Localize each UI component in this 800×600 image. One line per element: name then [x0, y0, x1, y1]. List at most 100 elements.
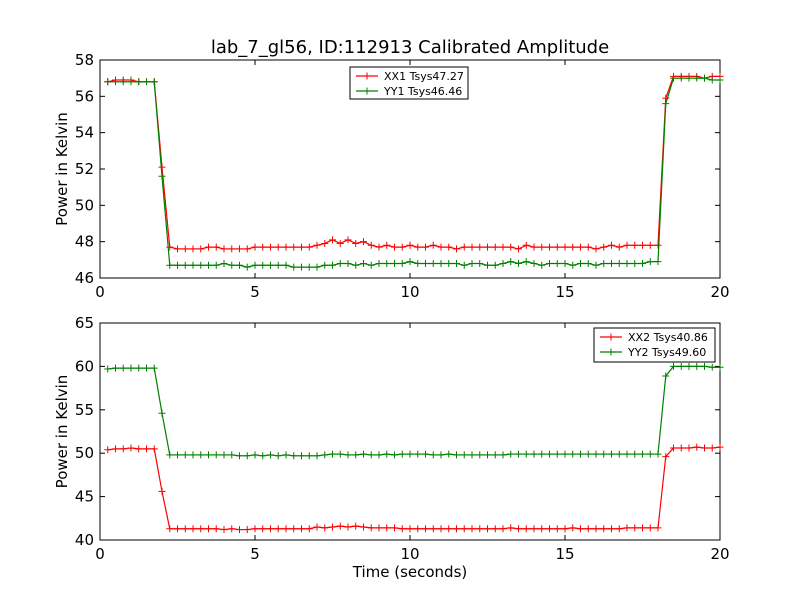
data-point	[274, 452, 282, 460]
legend-entry-label: YY1 Tsys46.46	[383, 85, 462, 98]
data-point	[561, 243, 569, 251]
data-point	[429, 525, 437, 533]
data-point	[522, 525, 530, 533]
y-tick-label: 50	[75, 196, 94, 214]
data-point	[468, 451, 476, 459]
y-tick-label: 52	[75, 160, 94, 178]
data-point	[546, 259, 553, 267]
data-point	[631, 259, 639, 267]
data-point	[336, 259, 344, 267]
data-point	[189, 451, 197, 459]
data-point	[623, 524, 631, 532]
data-point	[375, 259, 383, 267]
data-point	[685, 362, 693, 370]
data-point	[538, 450, 546, 458]
data-point	[360, 238, 367, 246]
y-tick-label: 48	[75, 233, 94, 251]
data-point	[561, 259, 569, 267]
data-point	[429, 241, 437, 249]
data-point	[383, 524, 391, 532]
data-point	[150, 364, 158, 372]
data-point	[453, 451, 460, 459]
data-point	[530, 259, 538, 267]
data-point	[181, 261, 189, 269]
data-point	[119, 364, 127, 372]
data-point	[453, 525, 460, 533]
x-tick-label: 5	[250, 283, 260, 301]
data-point	[507, 258, 515, 266]
data-point	[623, 241, 631, 249]
data-point	[112, 445, 119, 453]
data-point	[468, 525, 476, 533]
data-point	[112, 78, 119, 86]
data-point	[460, 243, 468, 251]
data-point	[251, 243, 259, 251]
data-point	[716, 443, 724, 451]
data-point	[460, 261, 468, 269]
data-point	[352, 522, 360, 530]
data-point	[693, 362, 701, 370]
data-point	[166, 261, 174, 269]
data-point	[205, 451, 212, 459]
data-point	[282, 525, 290, 533]
x-tick-label: 15	[555, 283, 574, 301]
data-point	[708, 444, 716, 452]
data-point	[305, 452, 313, 460]
data-point	[484, 451, 491, 459]
data-point	[290, 263, 298, 271]
data-point	[553, 243, 561, 251]
data-point	[305, 263, 313, 271]
x-tick-label: 0	[95, 545, 105, 563]
data-point	[445, 450, 453, 458]
data-point	[181, 525, 189, 533]
data-point	[685, 444, 693, 452]
x-tick-label: 15	[555, 545, 574, 563]
data-point	[267, 525, 274, 533]
data-point	[499, 259, 507, 267]
data-point	[538, 243, 546, 251]
data-point	[693, 74, 701, 82]
data-point	[414, 259, 422, 267]
data-point	[414, 243, 422, 251]
data-point	[360, 450, 367, 458]
data-point	[336, 450, 344, 458]
legend-marker	[363, 87, 371, 95]
data-point	[414, 525, 422, 533]
y-tick-label: 40	[75, 531, 94, 549]
y-tick-label: 58	[75, 51, 94, 69]
data-point	[174, 261, 181, 269]
data-point	[553, 259, 561, 267]
data-point	[313, 263, 321, 271]
data-point	[236, 261, 243, 269]
data-point	[352, 451, 360, 459]
data-point	[491, 243, 499, 251]
data-point	[406, 450, 414, 458]
data-point	[212, 451, 220, 459]
data-point	[166, 243, 174, 251]
data-point	[174, 451, 181, 459]
legend-entry-label: YY2 Tsys49.60	[627, 346, 706, 359]
data-point	[515, 525, 522, 533]
data-point	[344, 451, 352, 459]
data-point	[375, 243, 383, 251]
data-point	[631, 524, 639, 532]
data-point	[352, 261, 360, 269]
data-point	[662, 372, 670, 380]
data-point	[220, 526, 228, 534]
data-point	[708, 363, 716, 371]
data-point	[398, 525, 406, 533]
data-point	[561, 525, 569, 533]
x-axis-label: Time (seconds)	[352, 563, 468, 581]
data-point	[646, 450, 654, 458]
data-point	[344, 259, 352, 267]
y-tick-label: 45	[75, 488, 94, 506]
data-point	[600, 243, 608, 251]
data-point	[205, 243, 212, 251]
data-point	[375, 451, 383, 459]
data-point	[538, 261, 546, 269]
data-point	[220, 451, 228, 459]
legend-entry-label: XX2 Tsys40.86	[628, 331, 708, 344]
data-point	[577, 450, 584, 458]
data-point	[437, 525, 445, 533]
